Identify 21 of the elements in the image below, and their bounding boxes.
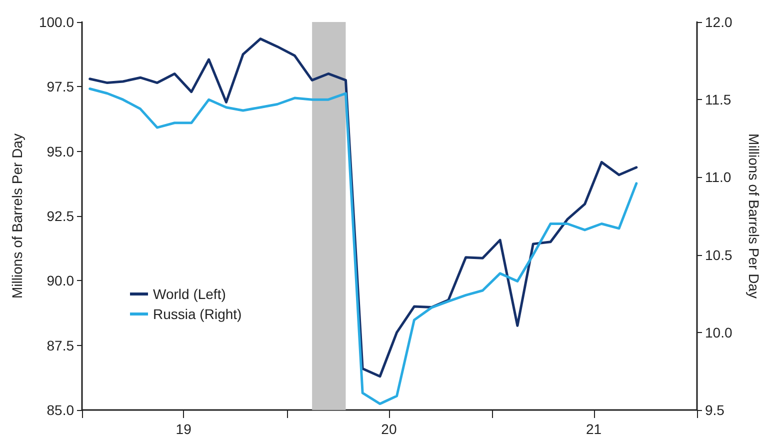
- y2-tick-label: 11.5: [705, 92, 732, 108]
- y-axis-title: Millions of Barrels Per Day: [9, 134, 25, 298]
- y-tick-label: 90.0: [46, 272, 74, 289]
- x-tick-label: 20: [381, 421, 397, 437]
- x-tick-label: 19: [176, 421, 192, 437]
- y2-axis-title: Millions of Barrels Per Day: [746, 134, 762, 298]
- y2-tick-label: 12.0: [705, 14, 732, 30]
- x-tick-label: 21: [586, 421, 602, 437]
- legend-label: Russia (Right): [153, 306, 242, 322]
- y2-tick-label: 10.5: [705, 246, 732, 263]
- y-tick-label: 87.5: [46, 337, 74, 354]
- y-tick-label: 85.0: [46, 402, 74, 418]
- y2-tick-label: 10.0: [705, 324, 732, 340]
- y2-tick-label: 11.0: [705, 169, 732, 186]
- y-tick-label: 92.5: [46, 208, 74, 224]
- y-tick-label: 95.0: [46, 143, 74, 160]
- y-tick-label: 100.0: [38, 14, 74, 30]
- legend-label: World (Left): [153, 286, 226, 302]
- y-tick-label: 97.5: [46, 78, 74, 95]
- line-series: [88, 87, 638, 406]
- y2-tick-label: 9.5: [705, 402, 725, 418]
